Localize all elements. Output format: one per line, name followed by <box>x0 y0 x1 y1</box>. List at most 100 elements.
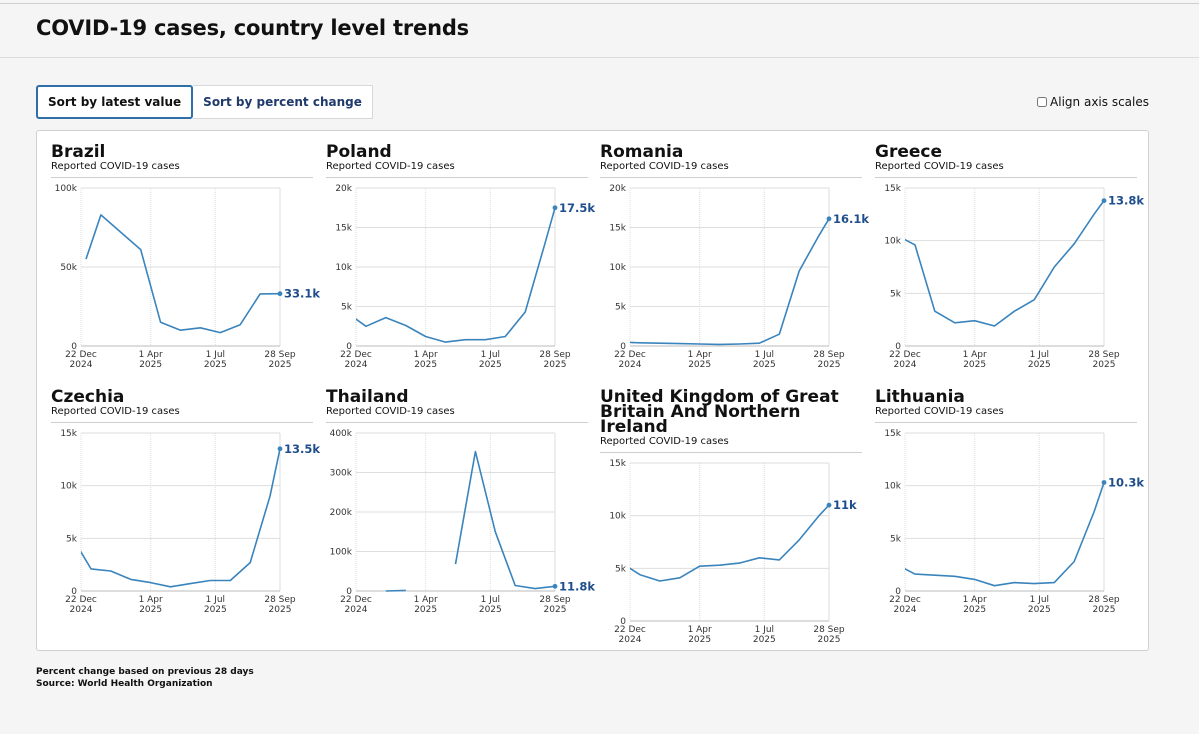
card-subtitle: Reported COVID-19 cases <box>600 161 862 178</box>
y-tick-label: 0 <box>620 342 626 352</box>
y-tick-label: 5k <box>890 534 902 544</box>
x-tick-label: 1 Jul <box>481 595 500 605</box>
page-title: COVID-19 cases, country level trends <box>36 16 469 40</box>
x-tick-year-label: 2024 <box>619 635 642 645</box>
charts-panel: Brazil Reported COVID-19 cases 0 50k 100k 2… <box>36 130 1149 651</box>
series-line <box>356 207 555 343</box>
x-tick-label: 1 Jul <box>206 595 225 605</box>
y-tick-label: 15k <box>609 459 626 469</box>
y-tick-label: 100k <box>55 184 78 194</box>
x-tick-year-label: 2025 <box>753 360 776 370</box>
series-line <box>905 200 1104 327</box>
last-value-point <box>552 583 558 589</box>
card-title: Lithuania <box>875 387 965 407</box>
x-tick-year-label: 2025 <box>544 360 567 370</box>
last-value-point <box>826 502 832 508</box>
x-tick-label: 22 Dec <box>65 595 97 605</box>
x-tick-year-label: 2024 <box>70 360 93 370</box>
x-tick-year-label: 2025 <box>139 360 162 370</box>
x-tick-year-label: 2024 <box>345 360 368 370</box>
x-tick-label: 22 Dec <box>65 350 97 360</box>
footnote: Percent change based on previous 28 days… <box>36 666 254 690</box>
sort-latest-button[interactable]: Sort by latest value <box>36 85 194 119</box>
y-tick-label: 0 <box>620 617 626 627</box>
x-tick-label: 1 Apr <box>688 350 712 360</box>
x-tick-label: 1 Jul <box>1030 595 1049 605</box>
align-axis-toggle[interactable]: Align axis scales <box>1037 95 1149 109</box>
series-line <box>385 589 406 592</box>
x-tick-label: 28 Sep <box>813 625 845 635</box>
y-tick-label: 10k <box>335 263 352 273</box>
y-tick-label: 0 <box>895 587 901 597</box>
y-tick-label: 0 <box>346 587 352 597</box>
x-tick-label: 1 Jul <box>755 350 774 360</box>
card-title: Brazil <box>51 142 106 162</box>
x-tick-year-label: 2024 <box>619 360 642 370</box>
card-title: United Kingdom of Great Britain And Nort… <box>600 387 839 437</box>
last-value-point <box>1101 198 1107 204</box>
card-title: Czechia <box>51 387 125 407</box>
x-tick-year-label: 2025 <box>818 635 841 645</box>
card-subtitle: Reported COVID-19 cases <box>600 436 862 453</box>
y-tick-label: 0 <box>346 342 352 352</box>
x-tick-year-label: 2025 <box>963 605 986 615</box>
y-tick-label: 15k <box>60 429 77 439</box>
last-value-label: 11.8k <box>559 579 595 593</box>
x-tick-label: 22 Dec <box>614 350 646 360</box>
y-tick-label: 10k <box>884 237 901 247</box>
x-tick-label: 22 Dec <box>340 350 372 360</box>
y-tick-label: 10k <box>609 512 626 522</box>
x-tick-year-label: 2025 <box>414 360 437 370</box>
footnote-source: Source: World Health Organization <box>36 679 213 689</box>
align-axis-label: Align axis scales <box>1050 95 1149 109</box>
y-tick-label: 15k <box>335 224 352 234</box>
x-tick-year-label: 2025 <box>1028 605 1051 615</box>
x-tick-label: 1 Apr <box>139 350 163 360</box>
x-tick-year-label: 2024 <box>894 605 917 615</box>
chart-card-brazil: Brazil Reported COVID-19 cases 0 50k 100k 2… <box>51 142 320 373</box>
sort-percent-button[interactable]: Sort by percent change <box>193 85 373 119</box>
x-tick-year-label: 2025 <box>139 605 162 615</box>
x-tick-label: 1 Apr <box>688 625 712 635</box>
footnote-percent: Percent change based on previous 28 days <box>36 667 254 677</box>
x-tick-year-label: 2025 <box>1028 360 1051 370</box>
x-tick-year-label: 2024 <box>345 605 368 615</box>
x-tick-year-label: 2025 <box>414 605 437 615</box>
x-tick-year-label: 2024 <box>894 360 917 370</box>
x-tick-label: 1 Apr <box>414 595 438 605</box>
series-line <box>81 448 280 588</box>
card-subtitle: Reported COVID-19 cases <box>51 406 313 423</box>
card-subtitle: Reported COVID-19 cases <box>326 406 588 423</box>
x-tick-label: 1 Apr <box>414 350 438 360</box>
last-value-point <box>552 205 558 211</box>
align-axis-checkbox[interactable] <box>1037 97 1048 107</box>
series-line <box>454 450 555 590</box>
x-tick-label: 1 Jul <box>481 350 500 360</box>
x-tick-label: 28 Sep <box>264 595 296 605</box>
x-tick-year-label: 2025 <box>688 635 711 645</box>
y-tick-label: 5k <box>615 564 627 574</box>
y-tick-label: 10k <box>60 482 77 492</box>
card-subtitle: Reported COVID-19 cases <box>875 406 1137 423</box>
x-tick-label: 28 Sep <box>1088 350 1120 360</box>
sort-toggle-group: Sort by latest value Sort by percent cha… <box>36 85 373 119</box>
last-value-label: 16.1k <box>833 212 869 226</box>
x-tick-label: 28 Sep <box>813 350 845 360</box>
y-tick-label: 10k <box>609 263 626 273</box>
chart-card-poland: Poland Reported COVID-19 cases 0 5k 10k 15k… <box>326 144 595 373</box>
x-tick-label: 28 Sep <box>1088 595 1120 605</box>
y-tick-label: 5k <box>341 303 353 313</box>
last-value-label: 11k <box>833 498 857 512</box>
last-value-label: 13.5k <box>284 442 320 456</box>
x-tick-year-label: 2025 <box>269 605 292 615</box>
y-tick-label: 0 <box>895 342 901 352</box>
series-line <box>905 482 1104 587</box>
y-tick-label: 15k <box>884 184 901 194</box>
x-tick-label: 1 Apr <box>963 350 987 360</box>
y-tick-label: 5k <box>890 289 902 299</box>
top-border <box>0 3 1199 4</box>
